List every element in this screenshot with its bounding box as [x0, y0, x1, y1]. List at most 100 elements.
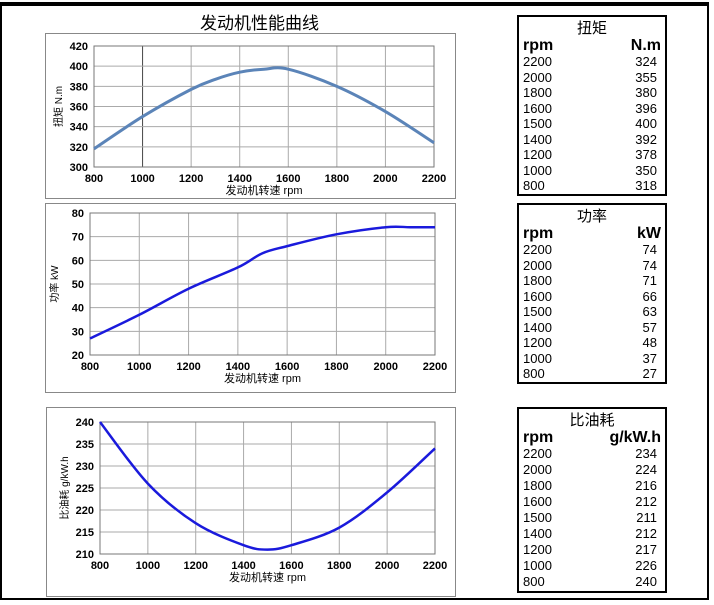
table-header: rpm N.m: [523, 38, 661, 54]
x-tick-label: 800: [85, 173, 103, 185]
value-cell: 216: [635, 478, 657, 493]
value-cell: 63: [642, 304, 657, 319]
x-axis-label: 发动机转速 rpm: [229, 570, 306, 584]
x-tick-label: 2000: [373, 173, 397, 185]
y-axis-label: 扭矩 N.m: [52, 86, 65, 127]
rpm-cell: 2000: [523, 257, 552, 273]
x-tick-label: 1200: [176, 361, 200, 373]
y-tick-label: 210: [76, 549, 94, 561]
table-row: 1800 216: [523, 478, 661, 494]
value-cell: 66: [642, 288, 657, 304]
x-tick-label: 1800: [325, 173, 349, 185]
series-line: [99, 421, 436, 551]
value-cell: 226: [635, 558, 657, 573]
table-row: 800 318: [523, 178, 661, 194]
x-tick-label: 2200: [423, 560, 447, 572]
x-tick-label: 1400: [231, 560, 255, 572]
table-row: 1000 226: [523, 558, 661, 574]
col-rpm-header: rpm: [523, 225, 554, 242]
y-tick-label: 70: [72, 232, 84, 244]
rpm-cell: 1500: [523, 304, 552, 319]
y-tick-label: 300: [70, 162, 88, 174]
value-cell: 37: [642, 350, 657, 366]
table-row: 1000 350: [523, 163, 661, 179]
x-tick-label: 1800: [324, 361, 348, 373]
col-rpm-header: rpm: [523, 429, 554, 446]
y-axis-label: 比油耗 g/kW.h: [58, 456, 71, 519]
table-title: 比油耗: [569, 411, 615, 429]
table-row: 1200 378: [523, 147, 661, 163]
x-tick-label: 2200: [423, 361, 447, 373]
table-header: rpm g/kW.h: [523, 430, 661, 446]
series-line: [89, 225, 435, 340]
table-title: 功率: [576, 207, 607, 225]
table-row: 1500 211: [523, 510, 661, 526]
x-tick-label: 800: [91, 560, 109, 572]
rpm-cell: 1800: [523, 273, 552, 288]
y-tick-label: 235: [76, 439, 94, 451]
value-cell: 350: [635, 162, 657, 178]
y-tick-label: 340: [70, 122, 88, 134]
rpm-cell: 1800: [523, 478, 552, 493]
y-tick-label: 50: [72, 279, 84, 291]
rpm-cell: 1500: [523, 510, 552, 525]
y-tick-label: 30: [72, 326, 84, 338]
rpm-cell: 1400: [523, 319, 552, 335]
x-tick-label: 1000: [136, 560, 160, 572]
x-tick-label: 1000: [130, 173, 154, 185]
table-row: 1600 66: [523, 289, 661, 305]
rpm-cell: 800: [523, 366, 545, 381]
x-tick-label: 2000: [373, 361, 397, 373]
x-tick-label: 1800: [327, 560, 351, 572]
table-row: 1200 48: [523, 335, 661, 351]
value-cell: 212: [635, 494, 657, 509]
value-cell: 380: [635, 85, 657, 100]
value-cell: 27: [642, 366, 657, 381]
y-tick-label: 60: [72, 255, 84, 267]
value-cell: 355: [635, 69, 657, 85]
y-tick-label: 20: [72, 350, 84, 362]
y-tick-label: 420: [70, 41, 88, 53]
value-cell: 48: [642, 335, 657, 350]
plot-area: [93, 45, 435, 168]
table-header: rpm kW: [523, 226, 661, 242]
table-row: 2200 234: [523, 446, 661, 462]
table-row: 1600 396: [523, 101, 661, 117]
x-tick-label: 1600: [279, 560, 303, 572]
table-row: 1600 212: [523, 494, 661, 510]
rpm-cell: 1000: [523, 162, 552, 178]
rpm-cell: 1200: [523, 542, 552, 557]
value-cell: 396: [635, 100, 657, 116]
value-cell: 392: [635, 131, 657, 147]
x-axis-label: 发动机转速 rpm: [224, 371, 301, 385]
x-tick-label: 1200: [183, 560, 207, 572]
rpm-cell: 1400: [523, 526, 552, 541]
table-row: 1400 392: [523, 132, 661, 148]
plot-area: [89, 212, 436, 356]
x-tick-label: 1600: [275, 361, 299, 373]
torque-table: 扭矩 rpm N.m 2200 324 2000 355 1800 380 1600 396 150…: [517, 15, 667, 196]
y-tick-label: 230: [76, 461, 94, 473]
col-value-header: kW: [637, 225, 661, 242]
x-tick-label: 800: [81, 361, 99, 373]
value-cell: 57: [642, 319, 657, 335]
value-cell: 211: [636, 510, 657, 525]
table-row: 1500 400: [523, 116, 661, 132]
table-row: 2000 355: [523, 70, 661, 86]
rpm-cell: 1600: [523, 494, 552, 509]
value-cell: 324: [635, 54, 657, 69]
value-cell: 212: [635, 526, 657, 541]
plot-area: [99, 421, 436, 555]
value-cell: 217: [635, 542, 657, 557]
x-tick-label: 2200: [422, 173, 446, 185]
y-tick-label: 320: [70, 142, 88, 154]
y-tick-label: 40: [72, 303, 84, 315]
table-row: 1800 380: [523, 85, 661, 101]
x-tick-label: 2000: [375, 560, 399, 572]
rpm-cell: 2200: [523, 242, 552, 257]
x-tick-label: 1600: [276, 173, 300, 185]
x-tick-label: 1400: [227, 173, 251, 185]
rpm-cell: 1000: [523, 558, 552, 573]
rpm-cell: 1200: [523, 335, 552, 350]
